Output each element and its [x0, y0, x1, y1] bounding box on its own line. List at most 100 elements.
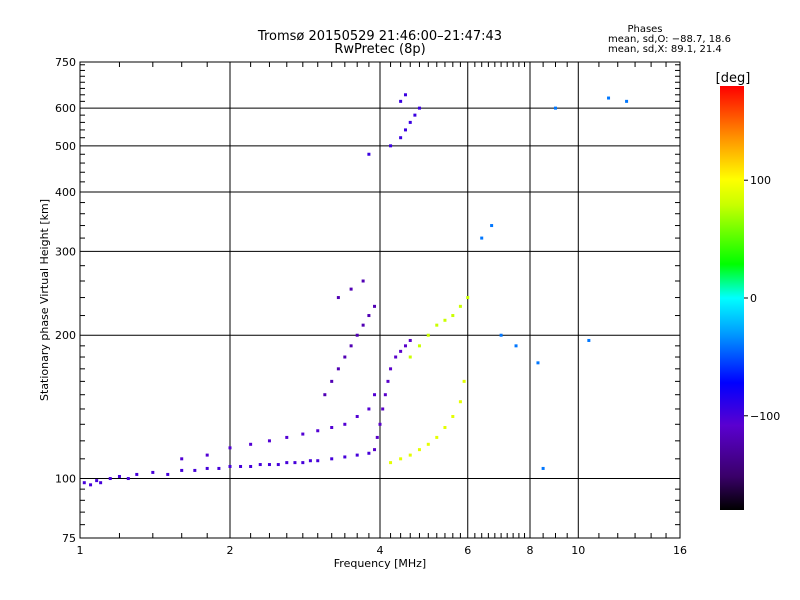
data-point [349, 287, 353, 291]
data-point [367, 407, 371, 411]
data-point [403, 344, 407, 348]
stats-line-x: mean, sd,X: 89.1, 21.4 [608, 44, 722, 55]
data-point [217, 466, 221, 470]
data-point [82, 481, 86, 485]
data-point [193, 468, 197, 472]
data-point [336, 367, 340, 371]
data-point [389, 367, 393, 371]
data-point [373, 393, 377, 397]
data-point [408, 120, 412, 124]
data-point [89, 483, 93, 487]
data-point [386, 379, 390, 383]
x-axis-label: Frequency [MHz] [334, 557, 426, 570]
y-tick-label: 750 [55, 56, 76, 69]
x-tick-label: 10 [571, 544, 585, 557]
data-point [514, 344, 518, 348]
data-point [361, 323, 365, 327]
y-tick-label: 400 [55, 186, 76, 199]
data-point [399, 99, 403, 103]
data-point [301, 432, 305, 436]
colorbar-label: [deg] [716, 71, 751, 86]
data-point [355, 333, 359, 337]
data-point [417, 344, 421, 348]
data-point [355, 453, 359, 457]
x-tick-label: 6 [464, 544, 471, 557]
data-point [383, 393, 387, 397]
data-point [249, 464, 253, 468]
data-point [499, 333, 503, 337]
data-point [403, 128, 407, 132]
data-point [336, 296, 340, 300]
data-point [330, 457, 334, 461]
chart-subtitle: RwPretec (8p) [334, 42, 425, 57]
data-point [166, 472, 170, 476]
data-point [466, 296, 470, 300]
y-tick-label: 300 [55, 245, 76, 258]
data-point [308, 459, 312, 463]
data-point [258, 463, 262, 467]
colorbar: [deg] 100 0 −100 [716, 71, 780, 510]
data-point [536, 361, 540, 365]
data-point [435, 323, 439, 327]
data-point [367, 451, 371, 455]
minor-ticks [80, 62, 680, 538]
data-point [413, 113, 417, 117]
data-point [480, 236, 484, 240]
data-point [343, 422, 347, 426]
data-point [417, 106, 421, 110]
data-point [293, 461, 297, 465]
x-tick-label: 8 [527, 544, 534, 557]
data-point [117, 474, 121, 478]
colorbar-tick-label: 0 [750, 292, 757, 305]
data-point [375, 435, 379, 439]
data-point [239, 464, 243, 468]
data-point [316, 429, 320, 433]
data-point [443, 318, 447, 322]
data-point [399, 349, 403, 353]
data-point [417, 448, 421, 452]
data-point [394, 355, 398, 359]
data-point [205, 466, 209, 470]
data-point [126, 477, 130, 481]
data-point [490, 224, 494, 228]
x-tick-label: 4 [377, 544, 384, 557]
data-point [323, 393, 327, 397]
data-point [228, 446, 232, 450]
data-point [378, 422, 382, 426]
data-point [408, 355, 412, 359]
stats-title: Phases [627, 24, 662, 35]
data-point [316, 459, 320, 463]
data-point [301, 461, 305, 465]
colorbar-tick-label: 100 [750, 174, 771, 187]
data-point [399, 136, 403, 140]
data-point [373, 448, 377, 452]
data-point [285, 435, 289, 439]
data-point [355, 414, 359, 418]
data-point [135, 472, 139, 476]
data-point [343, 455, 347, 459]
plot-area [79, 61, 681, 539]
data-point [205, 453, 209, 457]
data-point [330, 425, 334, 429]
data-point [285, 461, 289, 465]
data-point [276, 463, 280, 467]
data-point [458, 400, 462, 404]
data-point [228, 464, 232, 468]
colorbar-ticks: 100 0 −100 [744, 174, 780, 423]
data-point [99, 481, 103, 485]
data-point [587, 338, 591, 342]
data-point [553, 106, 557, 110]
data-point [330, 379, 334, 383]
data-point [426, 333, 430, 337]
data-point [151, 470, 155, 474]
data-point [108, 477, 112, 481]
data-point [541, 466, 545, 470]
colorbar-gradient [720, 86, 744, 510]
data-point [373, 304, 377, 308]
stats-line-o: mean, sd,O: −88.7, 18.6 [608, 34, 731, 45]
x-tick-label: 16 [673, 544, 687, 557]
data-point [267, 439, 271, 443]
data-point [95, 479, 99, 483]
data-point [180, 457, 184, 461]
x-axis-tick-labels: 1 2 4 6 8 10 16 [77, 544, 688, 557]
